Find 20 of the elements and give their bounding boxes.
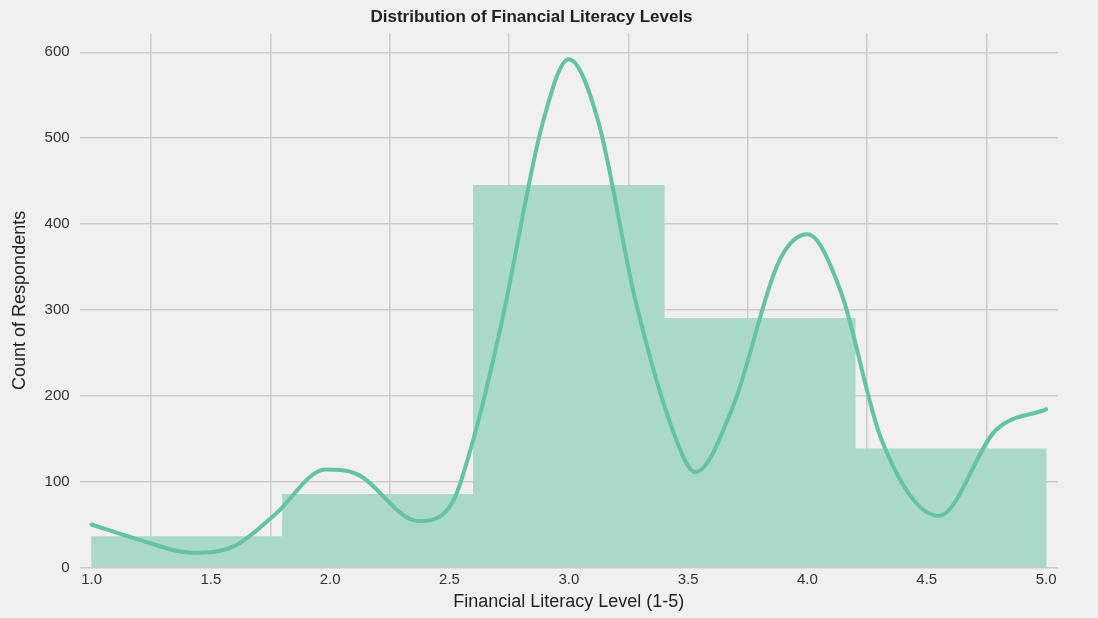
y-tick-label: 100 [44,471,70,489]
x-tick-label: 2.5 [439,569,460,587]
x-tick-label: 2.0 [319,569,341,587]
y-tick-label: 600 [44,42,70,60]
chart-title: Distribution of Financial Literacy Levels [370,6,693,26]
x-axis-title: Financial Literacy Level (1-5) [453,591,685,612]
y-tick-label: 400 [44,214,70,232]
x-tick-label: 3.5 [677,569,699,587]
y-tick-label: 500 [44,128,70,146]
x-tick-label: 5.0 [1035,569,1057,587]
line-series [89,57,1049,555]
x-tick-label: 3.0 [558,569,580,587]
x-tick-label: 4.0 [797,569,818,587]
x-tick-label: 4.5 [916,569,938,587]
y-tick-label: 200 [44,385,70,403]
y-tick-label: 300 [44,299,70,317]
y-axis-title: Count of Respondents [8,210,29,390]
y-tick-label: 0 [61,557,70,575]
x-tick-label: 1.5 [200,569,222,587]
x-tick-label: 1.0 [81,569,102,587]
